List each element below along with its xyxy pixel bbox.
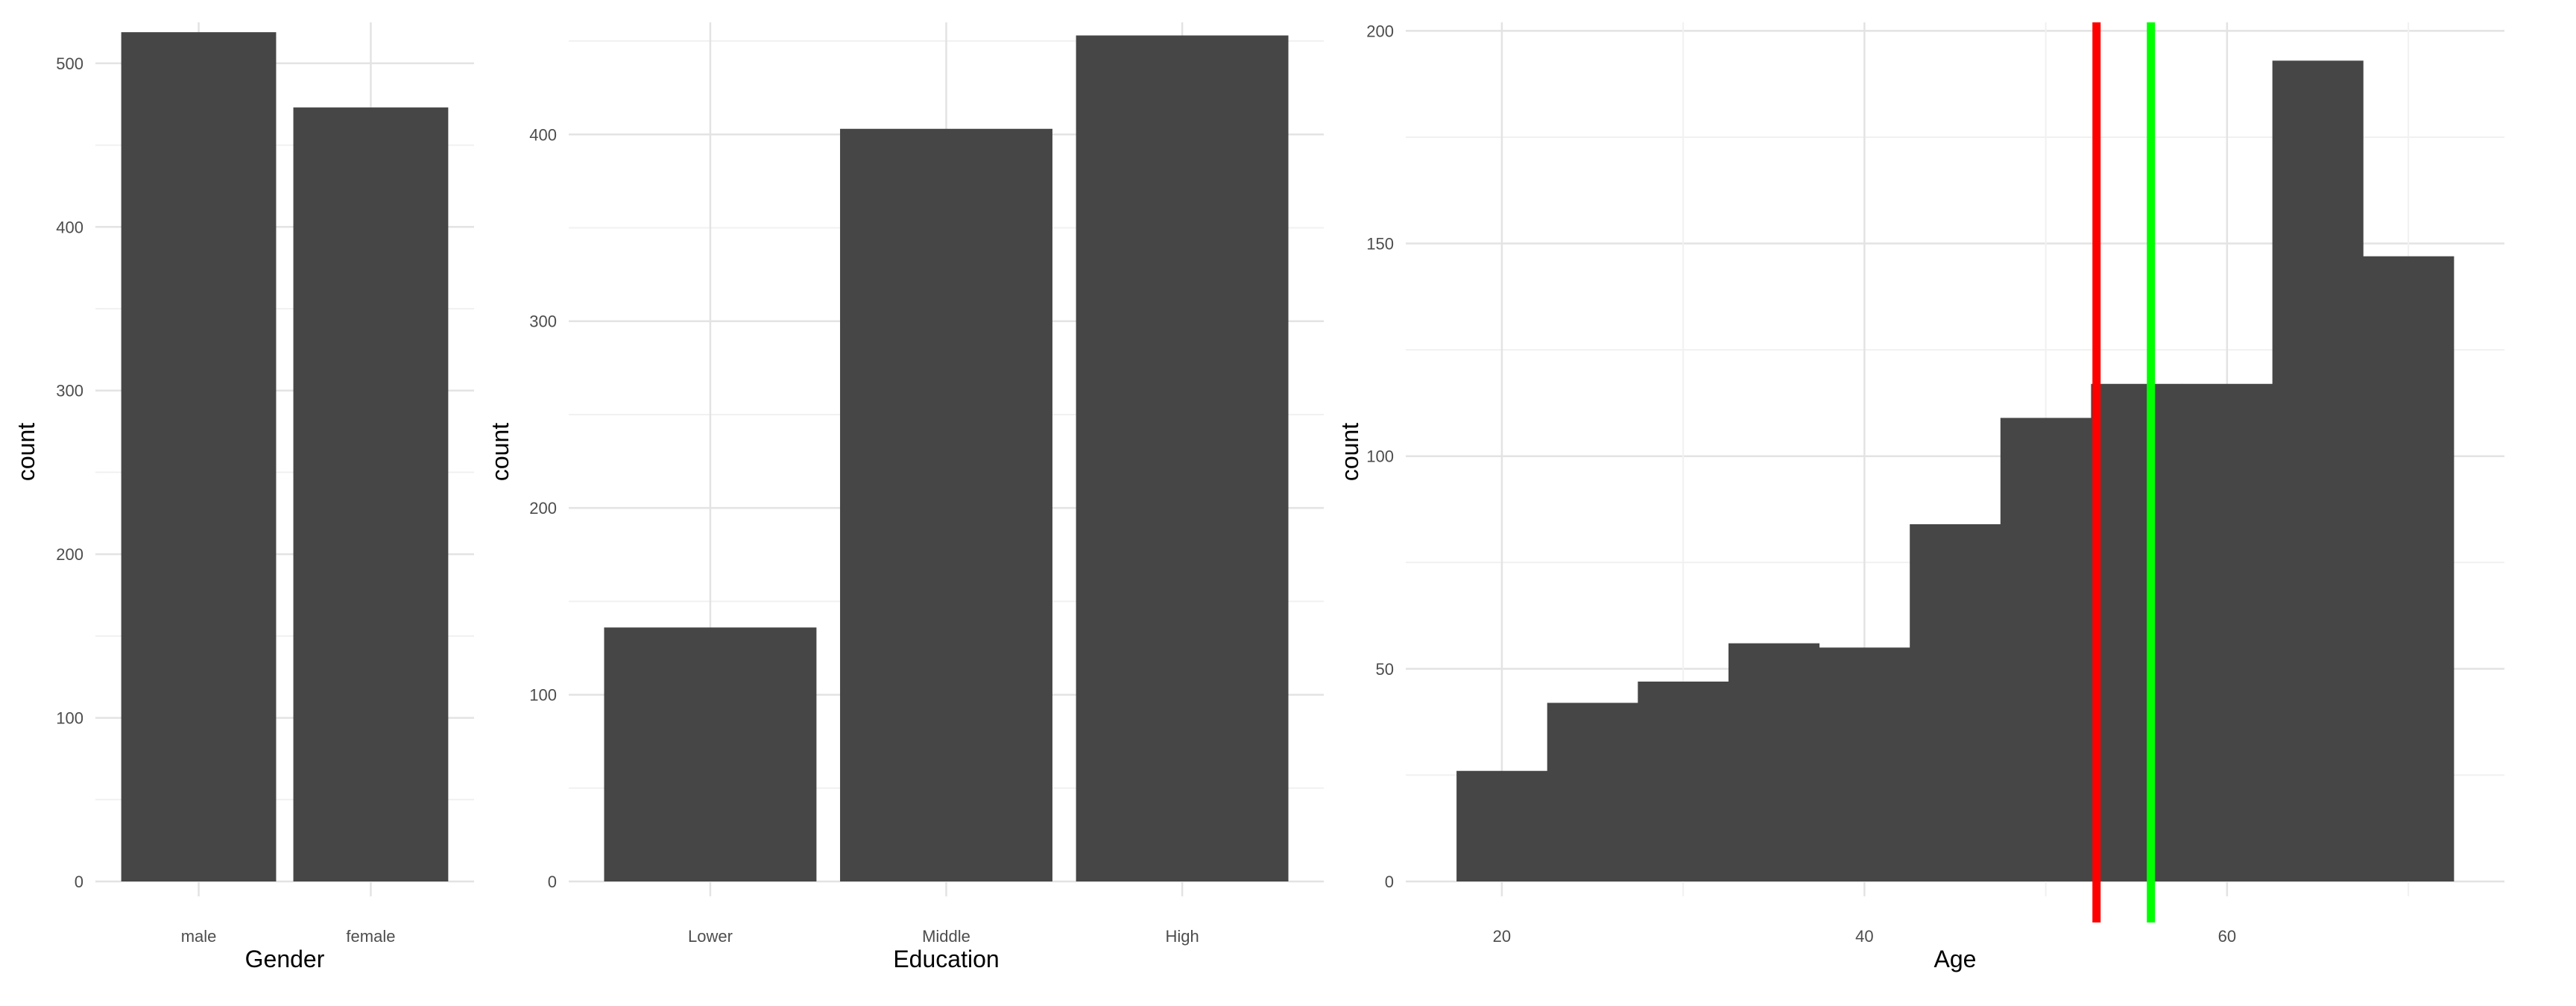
x-tick-label: 20: [1493, 927, 1511, 946]
histogram-bin: [2000, 418, 2092, 881]
x-axis-title: Gender: [245, 946, 325, 972]
y-tick-label: 200: [56, 545, 83, 564]
gender-bar-chart: 0 100 200 300 400 500 count male female Gender: [13, 22, 474, 972]
histogram-bin: [2363, 256, 2455, 882]
x-tick-label: male: [181, 927, 217, 946]
histogram-bin: [1638, 681, 1729, 881]
y-tick-label: 300: [56, 382, 83, 400]
y-tick-label: 150: [1366, 235, 1394, 254]
x-tick-label: High: [1165, 927, 1199, 946]
y-tick-label: 0: [548, 873, 557, 891]
x-tick-label: female: [346, 927, 395, 946]
y-tick-label: 0: [1385, 873, 1394, 891]
histogram-bin: [1910, 524, 2001, 881]
x-axis-title: Education: [893, 946, 999, 972]
x-tick-label: Lower: [688, 927, 733, 946]
y-axis-title: count: [487, 423, 514, 481]
bar-lower: [604, 627, 817, 881]
histogram-bin: [1456, 770, 1548, 881]
y-tick-label: 100: [1366, 447, 1394, 466]
y-axis-title: count: [13, 423, 40, 481]
histogram-bin: [2091, 383, 2182, 881]
y-tick-label: 200: [1366, 22, 1394, 40]
histogram-bin: [1547, 702, 1638, 881]
x-tick-label: 60: [2218, 927, 2236, 946]
y-axis-title: count: [1336, 423, 1363, 481]
y-tick-label: 50: [1376, 660, 1394, 679]
histogram-bin: [1819, 647, 1910, 881]
y-tick-label: 500: [56, 54, 83, 73]
y-tick-label: 0: [75, 873, 83, 891]
x-tick-label: Middle: [922, 927, 970, 946]
education-bar-chart: 0 100 200 300 400 count Lower Middle High Educati…: [487, 22, 1324, 972]
histogram-bin: [2272, 60, 2364, 881]
y-tick-label: 200: [529, 499, 557, 518]
histogram-bin: [2182, 383, 2273, 881]
bar-female: [293, 107, 449, 881]
histogram-bin: [1728, 643, 1820, 881]
x-tick-label: 40: [1855, 927, 1873, 946]
y-tick-label: 400: [529, 125, 557, 144]
y-tick-label: 400: [56, 218, 83, 236]
age-histogram: 0 50 100 150 200 count 20 40 60 Age: [1336, 22, 2504, 972]
y-tick-label: 100: [529, 686, 557, 705]
bar-middle: [840, 128, 1052, 882]
y-tick-label: 300: [529, 312, 557, 331]
y-tick-label: 100: [56, 709, 83, 728]
x-axis-title: Age: [1934, 946, 1977, 972]
bar-male: [121, 32, 277, 881]
bar-high: [1076, 35, 1289, 882]
